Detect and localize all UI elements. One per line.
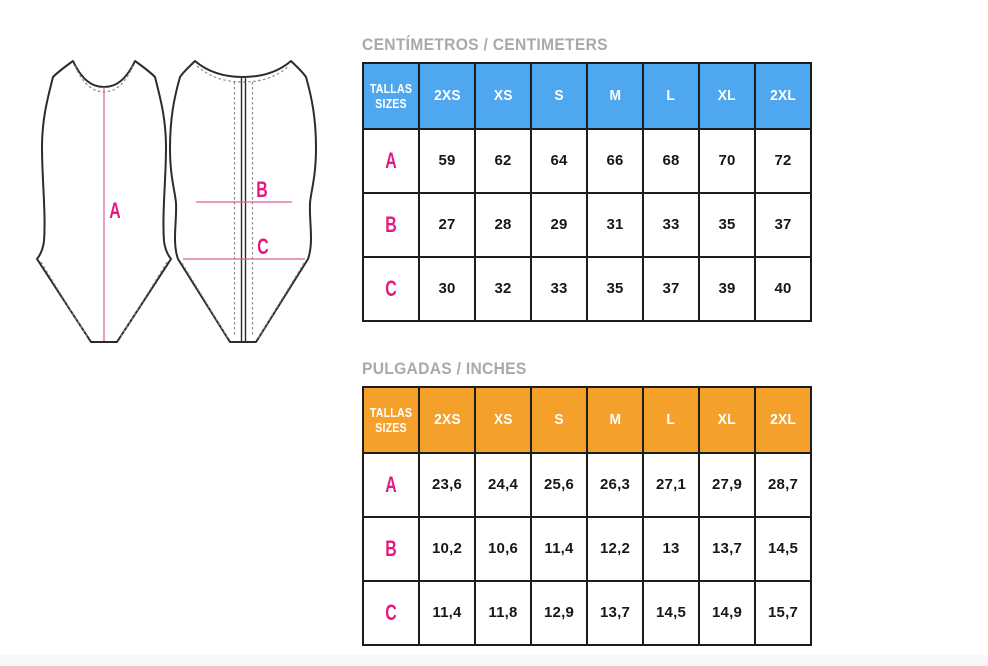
swimsuit-front-diagram: A: [36, 60, 172, 343]
sizes-corner-line2: SIZES: [375, 96, 407, 111]
sizes-corner-line2: SIZES: [375, 420, 407, 435]
in-c-l: 14,5: [642, 580, 700, 646]
cm-c-2xl: 40: [754, 256, 812, 322]
in-b-2xl: 14,5: [754, 516, 812, 582]
cm-a-m: 66: [586, 128, 644, 194]
cm-a-2xs: 59: [418, 128, 476, 194]
size-header-s: S: [530, 386, 588, 454]
size-header-xs: XS: [474, 386, 532, 454]
in-c-xs: 11,8: [474, 580, 532, 646]
cm-a-xs: 62: [474, 128, 532, 194]
in-c-2xl: 15,7: [754, 580, 812, 646]
in-b-l: 13: [642, 516, 700, 582]
cm-a-s: 64: [530, 128, 588, 194]
size-header-2xs: 2XS: [418, 62, 476, 130]
cm-b-2xl: 37: [754, 192, 812, 258]
in-a-xs: 24,4: [474, 452, 532, 518]
in-row-a: A 23,6 24,4 25,6 26,3 27,1 27,9 28,7: [362, 452, 812, 518]
cm-a-l: 68: [642, 128, 700, 194]
size-header-xl: XL: [698, 62, 756, 130]
size-header-m: M: [586, 386, 644, 454]
in-a-2xl: 28,7: [754, 452, 812, 518]
sizes-corner-line1: TALLAS: [369, 405, 413, 420]
cm-row-a: A 59 62 64 66 68 70 72: [362, 128, 812, 194]
size-header-2xs: 2XS: [418, 386, 476, 454]
cm-c-xs: 32: [474, 256, 532, 322]
row-label-cell: A: [362, 452, 420, 518]
page-bottom-fade: [0, 655, 988, 666]
cm-b-2xs: 27: [418, 192, 476, 258]
inches-section: PULGADAS / INCHES TALLAS SIZES 2XS XS S …: [362, 358, 812, 646]
in-a-l: 27,1: [642, 452, 700, 518]
size-header-2xl: 2XL: [754, 62, 812, 130]
back-neck-stitch: [196, 65, 290, 83]
in-b-2xs: 10,2: [418, 516, 476, 582]
size-header-l: L: [642, 386, 700, 454]
cm-c-m: 35: [586, 256, 644, 322]
size-header-m: M: [586, 62, 644, 130]
measure-label-c: C: [257, 236, 269, 260]
inches-table: TALLAS SIZES 2XS XS S M L XL 2XL A 23,6 …: [362, 386, 812, 646]
inches-header-row: TALLAS SIZES 2XS XS S M L XL 2XL: [362, 386, 812, 454]
centimeters-section: CENTÍMETROS / CENTIMETERS TALLAS SIZES 2…: [362, 34, 812, 322]
row-label-cell: B: [362, 192, 420, 258]
in-row-b: B 10,2 10,6 11,4 12,2 13 13,7 14,5: [362, 516, 812, 582]
size-header-xs: XS: [474, 62, 532, 130]
row-label-cell: A: [362, 128, 420, 194]
centimeters-table: TALLAS SIZES 2XS XS S M L XL 2XL A 59 62…: [362, 62, 812, 322]
sizes-corner-cell: TALLAS SIZES: [362, 62, 420, 130]
size-header-2xl: 2XL: [754, 386, 812, 454]
cm-row-c: C 30 32 33 35 37 39 40: [362, 256, 812, 322]
in-b-xl: 13,7: [698, 516, 756, 582]
in-a-m: 26,3: [586, 452, 644, 518]
in-c-2xs: 11,4: [418, 580, 476, 646]
in-a-s: 25,6: [530, 452, 588, 518]
inches-title: PULGADAS / INCHES: [362, 359, 527, 378]
sizes-corner-cell: TALLAS SIZES: [362, 386, 420, 454]
row-label-cell: B: [362, 516, 420, 582]
in-c-m: 13,7: [586, 580, 644, 646]
row-label-cell: C: [362, 256, 420, 322]
cm-a-xl: 70: [698, 128, 756, 194]
swimsuit-diagrams: A B C: [25, 45, 335, 365]
in-b-xs: 10,6: [474, 516, 532, 582]
cm-a-2xl: 72: [754, 128, 812, 194]
cm-c-l: 37: [642, 256, 700, 322]
cm-b-l: 33: [642, 192, 700, 258]
size-header-s: S: [530, 62, 588, 130]
in-a-2xs: 23,6: [418, 452, 476, 518]
cm-b-xs: 28: [474, 192, 532, 258]
in-b-m: 12,2: [586, 516, 644, 582]
measure-label-a: A: [109, 200, 121, 224]
row-label-cell: C: [362, 580, 420, 646]
cm-c-s: 33: [530, 256, 588, 322]
swimsuit-diagram-svg: A B C: [36, 60, 317, 343]
swimsuit-back-diagram: B C: [169, 60, 317, 343]
centimeters-title: CENTÍMETROS / CENTIMETERS: [362, 35, 608, 54]
in-c-xl: 14,9: [698, 580, 756, 646]
cm-b-m: 31: [586, 192, 644, 258]
cm-c-2xs: 30: [418, 256, 476, 322]
size-header-l: L: [642, 62, 700, 130]
measure-label-b: B: [256, 179, 267, 203]
in-c-s: 12,9: [530, 580, 588, 646]
sizes-corner-line1: TALLAS: [369, 81, 413, 96]
centimeters-header-row: TALLAS SIZES 2XS XS S M L XL 2XL: [362, 62, 812, 130]
in-a-xl: 27,9: [698, 452, 756, 518]
cm-b-xl: 35: [698, 192, 756, 258]
size-header-xl: XL: [698, 386, 756, 454]
in-b-s: 11,4: [530, 516, 588, 582]
cm-c-xl: 39: [698, 256, 756, 322]
in-row-c: C 11,4 11,8 12,9 13,7 14,5 14,9 15,7: [362, 580, 812, 646]
cm-b-s: 29: [530, 192, 588, 258]
cm-row-b: B 27 28 29 31 33 35 37: [362, 192, 812, 258]
